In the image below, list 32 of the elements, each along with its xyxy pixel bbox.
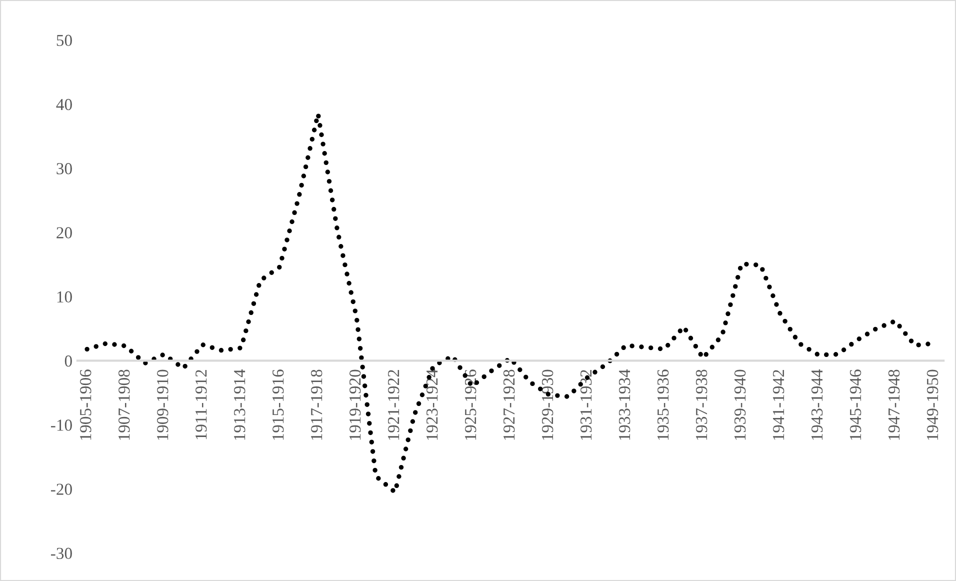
x-tick-label: 1939-1940 [734,370,746,440]
y-tick-label: -10 [50,420,72,431]
x-tick-label: 1945-1946 [850,370,862,440]
x-tick-label: 1911-1912 [196,370,207,440]
y-tick-label: 20 [56,227,72,238]
y-tick-label: 50 [56,34,72,46]
x-tick-label: 1921-1922 [388,370,400,440]
x-tick-label: 1947-1948 [888,370,900,440]
x-tick-label: 1915-1916 [272,370,284,440]
x-tick-label: 1933-1934 [618,369,630,440]
x-tick-label: 1935-1936 [657,370,669,440]
y-tick-label: -30 [50,548,72,560]
x-tick-label: 1931-1932 [580,370,592,440]
x-tick-label: 1917-1918 [310,370,322,440]
x-tick-label: 1937-1938 [696,370,708,440]
y-tick-label: 0 [64,355,72,367]
x-tick-label: 1943-1944 [811,369,823,440]
y-tick-label: 30 [56,163,72,174]
y-tick-label: 40 [56,98,72,110]
x-tick-label: 1949-1950 [926,370,938,440]
y-tick-label: 10 [57,291,72,303]
x-tick-label: 1907-1908 [118,370,130,440]
x-tick-label: 1929-1930 [542,370,554,440]
x-tick-label: 1923-1924 [426,369,438,440]
x-tick-label: 1941-1942 [772,370,784,440]
x-tick-label: 1909-1910 [156,370,168,440]
x-tick-label: 1927-1928 [503,370,515,440]
x-tick-label: 1925-1926 [464,370,476,440]
x-tick-label: 1905-1906 [80,370,92,440]
y-tick-label: -20 [50,484,72,495]
x-tick-label: 1913-1914 [234,369,246,440]
x-tick-label: 1919-1920 [349,370,361,440]
